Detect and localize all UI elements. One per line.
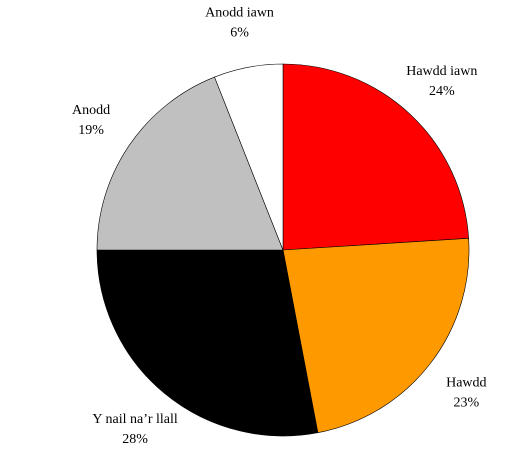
slice-label: Hawdd <box>446 375 486 390</box>
pie-slice <box>96 76 284 251</box>
slice-label: Hawdd iawn <box>406 64 477 79</box>
pie-slice <box>282 238 470 434</box>
slice-value-label: 23% <box>453 395 479 410</box>
slice-value-label: 6% <box>230 25 249 40</box>
slice-value-label: 28% <box>122 432 148 447</box>
slice-value-label: 19% <box>78 123 104 138</box>
pie-slice <box>214 63 284 251</box>
slice-label: Y nail na’r llall <box>92 412 178 427</box>
pie-slice <box>282 63 469 251</box>
slice-label: Anodd <box>72 103 110 118</box>
pie-slice <box>96 249 319 437</box>
slice-label: Anodd iawn <box>205 5 274 20</box>
slice-value-label: 24% <box>429 84 455 99</box>
